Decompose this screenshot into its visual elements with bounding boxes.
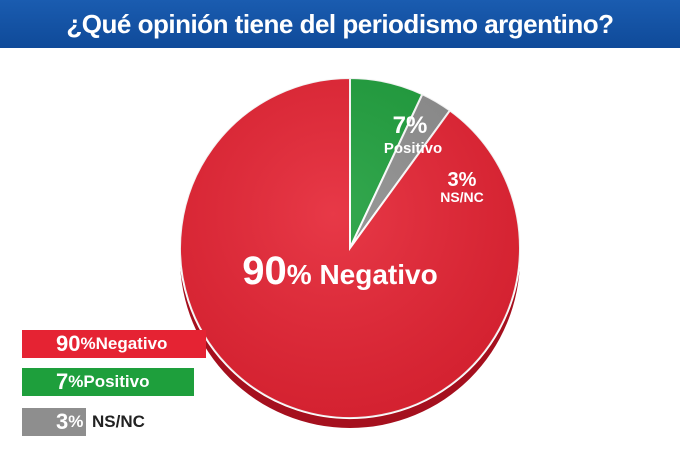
chart-title: ¿Qué opinión tiene del periodismo argent… [66,8,614,39]
legend-pct-sign: % [80,334,96,353]
legend-pct: 90 [56,331,81,356]
pie-chart: 90% Negativo 7%Positivo 3%NS/NC [179,76,521,428]
legend-swatch: 90% Negativo [22,330,206,358]
slice-label-nsnc-pct: 3% [448,169,477,191]
slice-label-negativo: 90% Negativo [242,249,437,293]
legend-label: Negativo [95,334,168,353]
legend-swatch: 7% Positivo [22,368,194,396]
legend-label: NS/NC [92,412,145,431]
legend-pct: 3 [56,409,69,434]
legend-pct-sign: % [68,412,84,431]
slice-label-nsnc-name: NS/NC [440,189,484,205]
legend-item-negativo: 90% Negativo [22,330,206,358]
legend-item-nsnc: 3% NS/NC [22,408,145,436]
slice-label-positivo-name: Positivo [384,140,442,157]
legend-pct: 7 [56,369,69,394]
slice-label-positivo-pct: 7% [393,112,428,139]
legend-pct-sign: % [68,372,84,391]
legend-swatch: 3% [22,408,86,436]
pie-shine [180,78,520,418]
legend-item-positivo: 7% Positivo [22,368,194,396]
legend-label: Positivo [83,372,150,391]
header-banner: ¿Qué opinión tiene del periodismo argent… [0,0,680,48]
chart-panel: 90% Negativo 7% Positivo 3% NS/NC 90% Negati… [0,48,680,453]
